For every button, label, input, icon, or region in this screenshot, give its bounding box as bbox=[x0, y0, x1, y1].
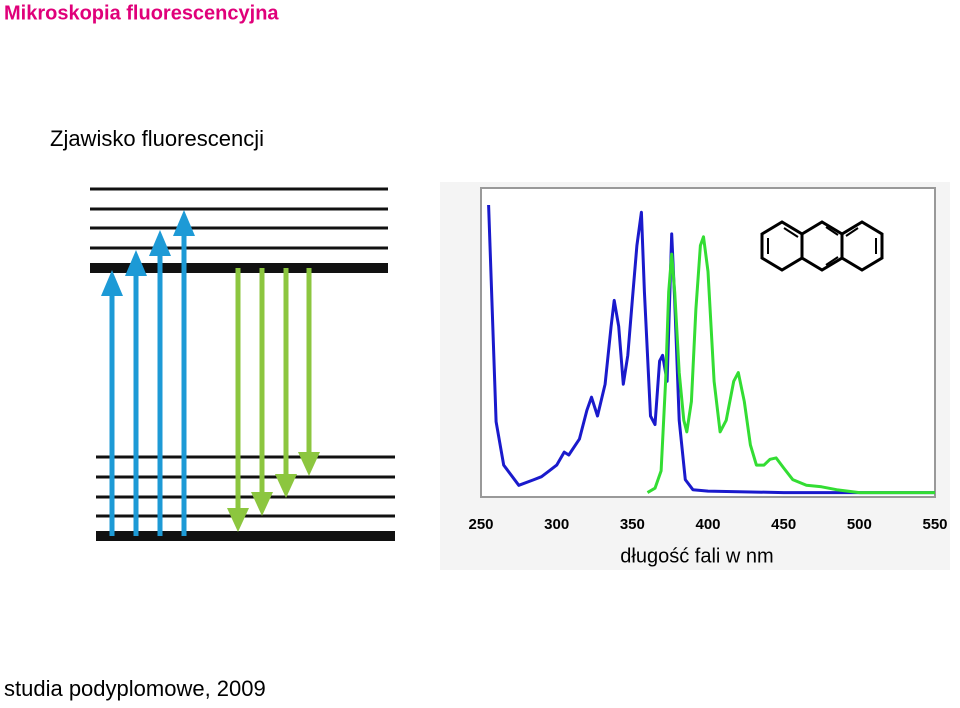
spectrum-line bbox=[487, 204, 935, 495]
plot-area bbox=[480, 187, 936, 498]
slide-title: Mikroskopia fluorescencyjna bbox=[4, 2, 279, 24]
slide-subtitle: Zjawisko fluorescencji bbox=[50, 126, 264, 151]
x-tick-label: 450 bbox=[771, 516, 796, 533]
excitation-arrows bbox=[101, 210, 195, 536]
x-tick-label: 400 bbox=[695, 516, 720, 533]
x-tick-label: 500 bbox=[847, 516, 872, 533]
x-axis-label: długość fali w nm bbox=[620, 545, 773, 567]
footer: studia podyplomowe, 2009 bbox=[4, 676, 266, 701]
x-tick-label: 250 bbox=[468, 516, 493, 533]
emission-arrows bbox=[227, 268, 320, 532]
anthracene bbox=[760, 220, 884, 272]
spectrum-line bbox=[646, 235, 935, 495]
x-tick-label: 350 bbox=[620, 516, 645, 533]
x-tick-label: 550 bbox=[922, 516, 947, 533]
x-tick-label: 300 bbox=[544, 516, 569, 533]
